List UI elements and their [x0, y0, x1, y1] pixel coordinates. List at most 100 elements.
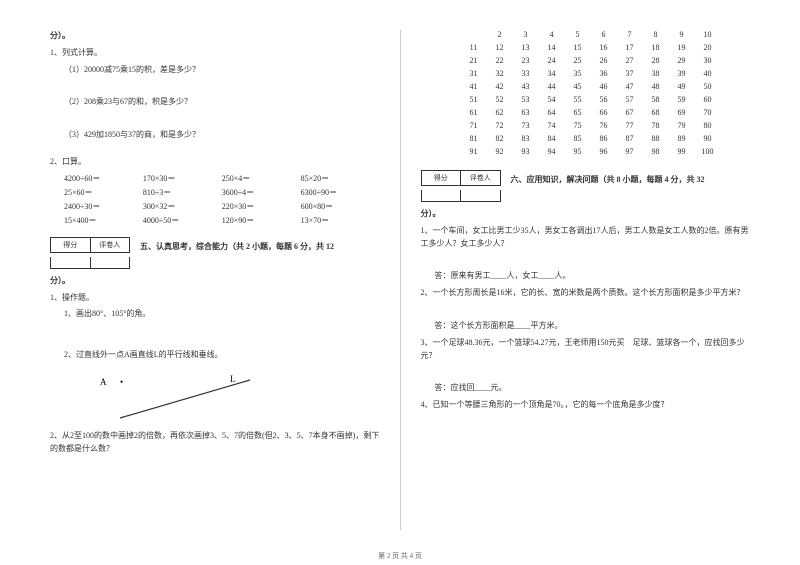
number-cell: 21 [461, 56, 487, 65]
point-dot: • [120, 377, 123, 387]
problem-3: 3、一个足球48.36元，一个篮球54.27元，王老师用150元买 足球、篮球各… [421, 337, 751, 363]
number-cell: 67 [617, 108, 643, 117]
calc-cell: 220×30＝ [222, 201, 301, 212]
number-cell: 83 [513, 134, 539, 143]
calc-cell: 250×4＝ [222, 173, 301, 184]
score-suffix-2: 分）。 [50, 275, 380, 288]
geometry-figure: A • L [80, 370, 380, 422]
score-suffix: 分）。 [50, 30, 380, 43]
number-cell: 98 [643, 147, 669, 156]
section-5-title: 五、认真思考，综合能力（共 2 小题，每题 6 分，共 12 [140, 229, 334, 252]
number-cell: 7 [617, 30, 643, 39]
score-label: 得分 [422, 171, 462, 185]
calc-cell: 25×60＝ [64, 187, 143, 198]
section-6-title: 六、应用知识，解决问题（共 8 小题，每题 4 分，共 32 [511, 162, 705, 185]
number-row: 41424344454647484950 [461, 82, 751, 91]
number-cell: 59 [669, 95, 695, 104]
point-a-label: A [100, 377, 107, 387]
number-cell: 51 [461, 95, 487, 104]
number-cell: 65 [565, 108, 591, 117]
calc-cell: 3600÷4＝ [222, 187, 301, 198]
score-box-empty [50, 257, 130, 269]
number-row: 11121314151617181920 [461, 43, 751, 52]
number-cell: 68 [643, 108, 669, 117]
number-row: 31323334353637383940 [461, 69, 751, 78]
calc-row: 15×400＝ 4000÷50＝ 120×90＝ 13×70＝ [50, 215, 380, 226]
line-diagram-icon: A • L [80, 370, 280, 420]
number-cell: 9 [669, 30, 695, 39]
number-cell: 69 [669, 108, 695, 117]
number-row: 919293949596979899100 [461, 147, 751, 156]
answer-2: 答：这个长方形面积是____平方米。 [421, 320, 751, 333]
section-5-header: 得分 评卷人 五、认真思考，综合能力（共 2 小题，每题 6 分，共 12 [50, 229, 380, 269]
number-cell: 13 [513, 43, 539, 52]
number-cell: 36 [591, 69, 617, 78]
number-cell: 19 [669, 43, 695, 52]
number-cell: 12 [487, 43, 513, 52]
number-cell: 75 [565, 121, 591, 130]
calc-cell: 810÷3＝ [143, 187, 222, 198]
number-cell: 77 [617, 121, 643, 130]
page-footer: 第 2 页 共 4 页 [0, 551, 800, 561]
number-cell: 22 [487, 56, 513, 65]
number-cell: 24 [539, 56, 565, 65]
q1-3: （3）429加1850与37的商，和是多少？ [50, 129, 380, 142]
number-cell: 79 [669, 121, 695, 130]
calc-grid: 4200÷60＝ 170×30＝ 250×4＝ 85×20＝ 25×60＝ 81… [50, 173, 380, 226]
number-cell: 16 [591, 43, 617, 52]
calc-cell: 2400÷30＝ [64, 201, 143, 212]
calc-cell: 300×32＝ [143, 201, 222, 212]
number-cell: 71 [461, 121, 487, 130]
problem-2: 2、一个长方形周长是16米，它的长、宽的米数是两个质数。这个长方形面积是多少平方… [421, 287, 751, 300]
number-cell: 97 [617, 147, 643, 156]
number-cell: 60 [695, 95, 721, 104]
number-cell: 18 [643, 43, 669, 52]
number-cell: 86 [591, 134, 617, 143]
number-cell: 43 [513, 82, 539, 91]
number-cell: 50 [695, 82, 721, 91]
calc-cell: 85×20＝ [301, 173, 380, 184]
number-cell: 90 [695, 134, 721, 143]
number-cell: 30 [695, 56, 721, 65]
number-cell: 28 [643, 56, 669, 65]
number-cell: 88 [643, 134, 669, 143]
op1-1: 1、画出80°、105°的角。 [50, 308, 380, 321]
q2: 2、口算。 [50, 156, 380, 169]
problem-4: 4、已知一个等腰三角形的一个顶角是70。，它的每一个底角是多少度？ [421, 399, 751, 412]
number-cell: 32 [487, 69, 513, 78]
number-cell: 14 [539, 43, 565, 52]
calc-cell: 4200÷60＝ [64, 173, 143, 184]
number-cell: 92 [487, 147, 513, 156]
number-cell: 66 [591, 108, 617, 117]
number-cell: 93 [513, 147, 539, 156]
number-cell: 40 [695, 69, 721, 78]
answer-3: 答：应找回____元。 [421, 382, 751, 395]
number-cell: 10 [695, 30, 721, 39]
number-row: 81828384858687888990 [461, 134, 751, 143]
number-cell: 70 [695, 108, 721, 117]
number-cell: 39 [669, 69, 695, 78]
number-cell: 78 [643, 121, 669, 130]
number-cell: 99 [669, 147, 695, 156]
number-cell: 38 [643, 69, 669, 78]
section-6-header: 得分 评卷人 六、应用知识，解决问题（共 8 小题，每题 4 分，共 32 [421, 162, 751, 202]
problem-1: 1、一个车间，女工比男工少35人，男女工各调出17人后，男工人数是女工人数的2倍… [421, 225, 751, 251]
calc-cell: 6300÷90＝ [301, 187, 380, 198]
right-column: 2345678910111213141516171819202122232425… [421, 30, 751, 520]
calc-row: 4200÷60＝ 170×30＝ 250×4＝ 85×20＝ [50, 173, 380, 184]
number-cell: 57 [617, 95, 643, 104]
calc-cell: 120×90＝ [222, 215, 301, 226]
number-cell: 35 [565, 69, 591, 78]
number-cell: 34 [539, 69, 565, 78]
number-row: 71727374757677787980 [461, 121, 751, 130]
number-cell: 55 [565, 95, 591, 104]
number-cell: 72 [487, 121, 513, 130]
number-cell: 27 [617, 56, 643, 65]
number-cell [461, 30, 487, 39]
number-cell: 76 [591, 121, 617, 130]
number-cell: 44 [539, 82, 565, 91]
number-cell: 82 [487, 134, 513, 143]
number-cell: 62 [487, 108, 513, 117]
calc-row: 25×60＝ 810÷3＝ 3600÷4＝ 6300÷90＝ [50, 187, 380, 198]
number-cell: 95 [565, 147, 591, 156]
